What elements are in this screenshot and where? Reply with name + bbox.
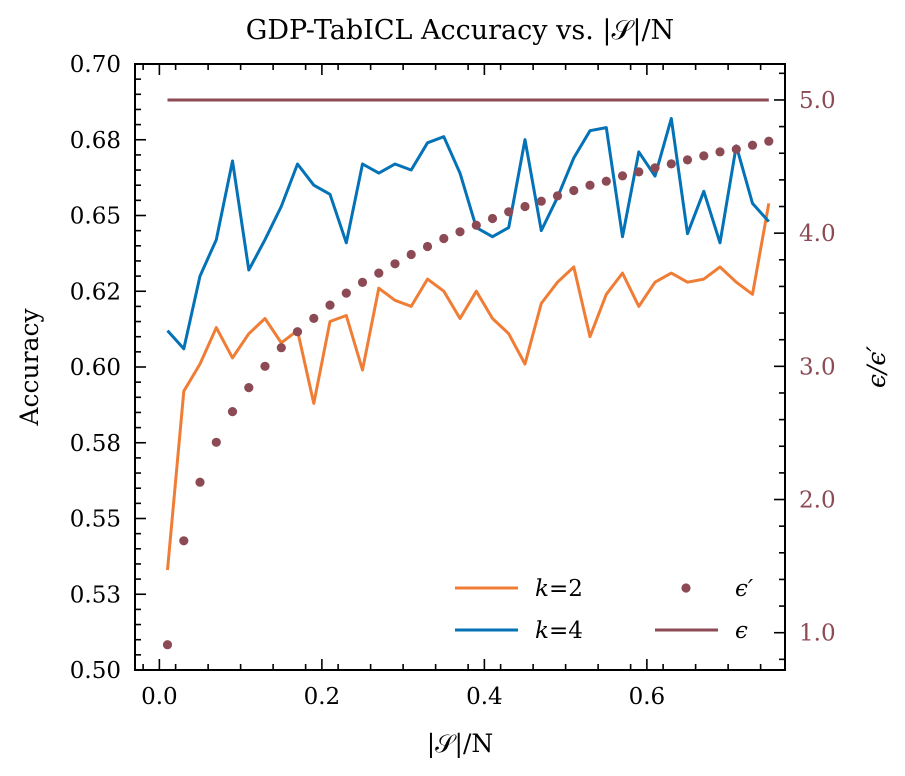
series-point-epsilon-prime xyxy=(471,220,481,230)
y-tick-label: 0.62 xyxy=(70,279,121,305)
series-point-epsilon-prime xyxy=(227,407,238,417)
series-point-epsilon-prime xyxy=(731,144,741,154)
series-point-epsilon-prime xyxy=(455,227,465,237)
series-point-epsilon-prime xyxy=(650,163,660,173)
series-point-epsilon-prime xyxy=(552,191,563,201)
series-point-epsilon-prime xyxy=(520,201,530,212)
x-axis-label: |𝒮|/N xyxy=(427,729,494,759)
series-point-epsilon-prime xyxy=(325,300,335,310)
series-point-epsilon-prime xyxy=(536,196,546,206)
legend-label: k=2 xyxy=(535,576,583,602)
series-point-epsilon-prime xyxy=(699,151,709,161)
series-point-epsilon-prime xyxy=(601,176,611,186)
x-tick-label: 0.2 xyxy=(304,684,341,710)
series-point-epsilon-prime xyxy=(406,249,416,260)
x-tick-label: 0.4 xyxy=(466,684,503,710)
series-point-epsilon-prime xyxy=(585,180,595,190)
series-point-epsilon-prime xyxy=(504,207,514,217)
y-axis-label: Accuracy xyxy=(15,308,44,427)
series-line-k4 xyxy=(166,117,770,351)
y-tick-label: 0.58 xyxy=(70,431,121,457)
series-line-k2 xyxy=(166,203,771,571)
series-point-epsilon-prime xyxy=(666,159,676,169)
y2-tick-label: 2.0 xyxy=(799,488,836,514)
series-point-epsilon-prime xyxy=(244,383,254,393)
y2-tick-label: 1.0 xyxy=(799,621,836,647)
plot-marks xyxy=(162,98,774,650)
series-point-epsilon-prime xyxy=(569,185,579,196)
y-tick-label: 0.53 xyxy=(70,582,121,608)
series-point-epsilon-prime xyxy=(747,140,758,150)
series-point-epsilon-prime xyxy=(309,313,319,323)
series-point-epsilon-prime xyxy=(276,343,286,353)
series-point-epsilon-prime xyxy=(682,155,693,165)
axis-ticks: 0.0 0.2 0.4 0.6 0.50 0.53 0.55 0.58 0.60 0.62 0.65… xyxy=(70,52,836,710)
y-tick-label: 0.50 xyxy=(70,658,121,684)
series-point-epsilon-prime xyxy=(179,536,189,546)
series-point-epsilon-prime xyxy=(764,136,774,146)
series-point-epsilon-prime xyxy=(439,233,449,244)
series-point-epsilon-prime xyxy=(195,477,205,487)
legend-label: ϵ xyxy=(735,618,748,644)
series-point-epsilon-prime xyxy=(162,640,173,650)
legend-label: ϵ′ xyxy=(735,576,754,602)
series-point-epsilon-prime xyxy=(260,361,270,371)
y2-tick-label: 5.0 xyxy=(799,88,836,114)
legend-swatch-dot xyxy=(681,583,691,593)
y-tick-label: 0.55 xyxy=(70,507,121,533)
plot-frame xyxy=(134,63,786,671)
y2-tick-label: 4.0 xyxy=(799,221,836,247)
series-point-epsilon-prime xyxy=(422,241,433,252)
x-tick-label: 0.0 xyxy=(141,684,178,710)
y-tick-label: 0.70 xyxy=(70,52,121,78)
x-tick-label: 0.6 xyxy=(629,684,666,710)
series-point-epsilon-prime xyxy=(357,277,368,287)
series-point-epsilon-prime xyxy=(211,437,221,447)
series-point-epsilon-prime xyxy=(617,171,628,181)
series-point-epsilon-prime xyxy=(341,288,351,298)
chart-title: GDP-TabICL Accuracy vs. |𝒮|/N xyxy=(246,15,674,46)
legend: k=2 k=4 ϵ′ ϵ xyxy=(455,576,754,644)
y-tick-label: 0.60 xyxy=(70,355,121,381)
series-point-epsilon-prime xyxy=(374,268,384,278)
series-point-epsilon-prime xyxy=(390,259,400,269)
series-point-epsilon-prime xyxy=(634,167,644,177)
series-point-epsilon-prime xyxy=(487,213,498,224)
series-point-epsilon-prime xyxy=(715,147,725,157)
legend-label: k=4 xyxy=(535,618,583,644)
series-point-epsilon-prime xyxy=(292,327,303,337)
y2-tick-label: 3.0 xyxy=(799,354,836,380)
y-tick-label: 0.65 xyxy=(70,204,121,230)
y2-axis-label: ϵ/ϵ′ xyxy=(862,346,891,388)
y-tick-label: 0.68 xyxy=(70,128,121,154)
